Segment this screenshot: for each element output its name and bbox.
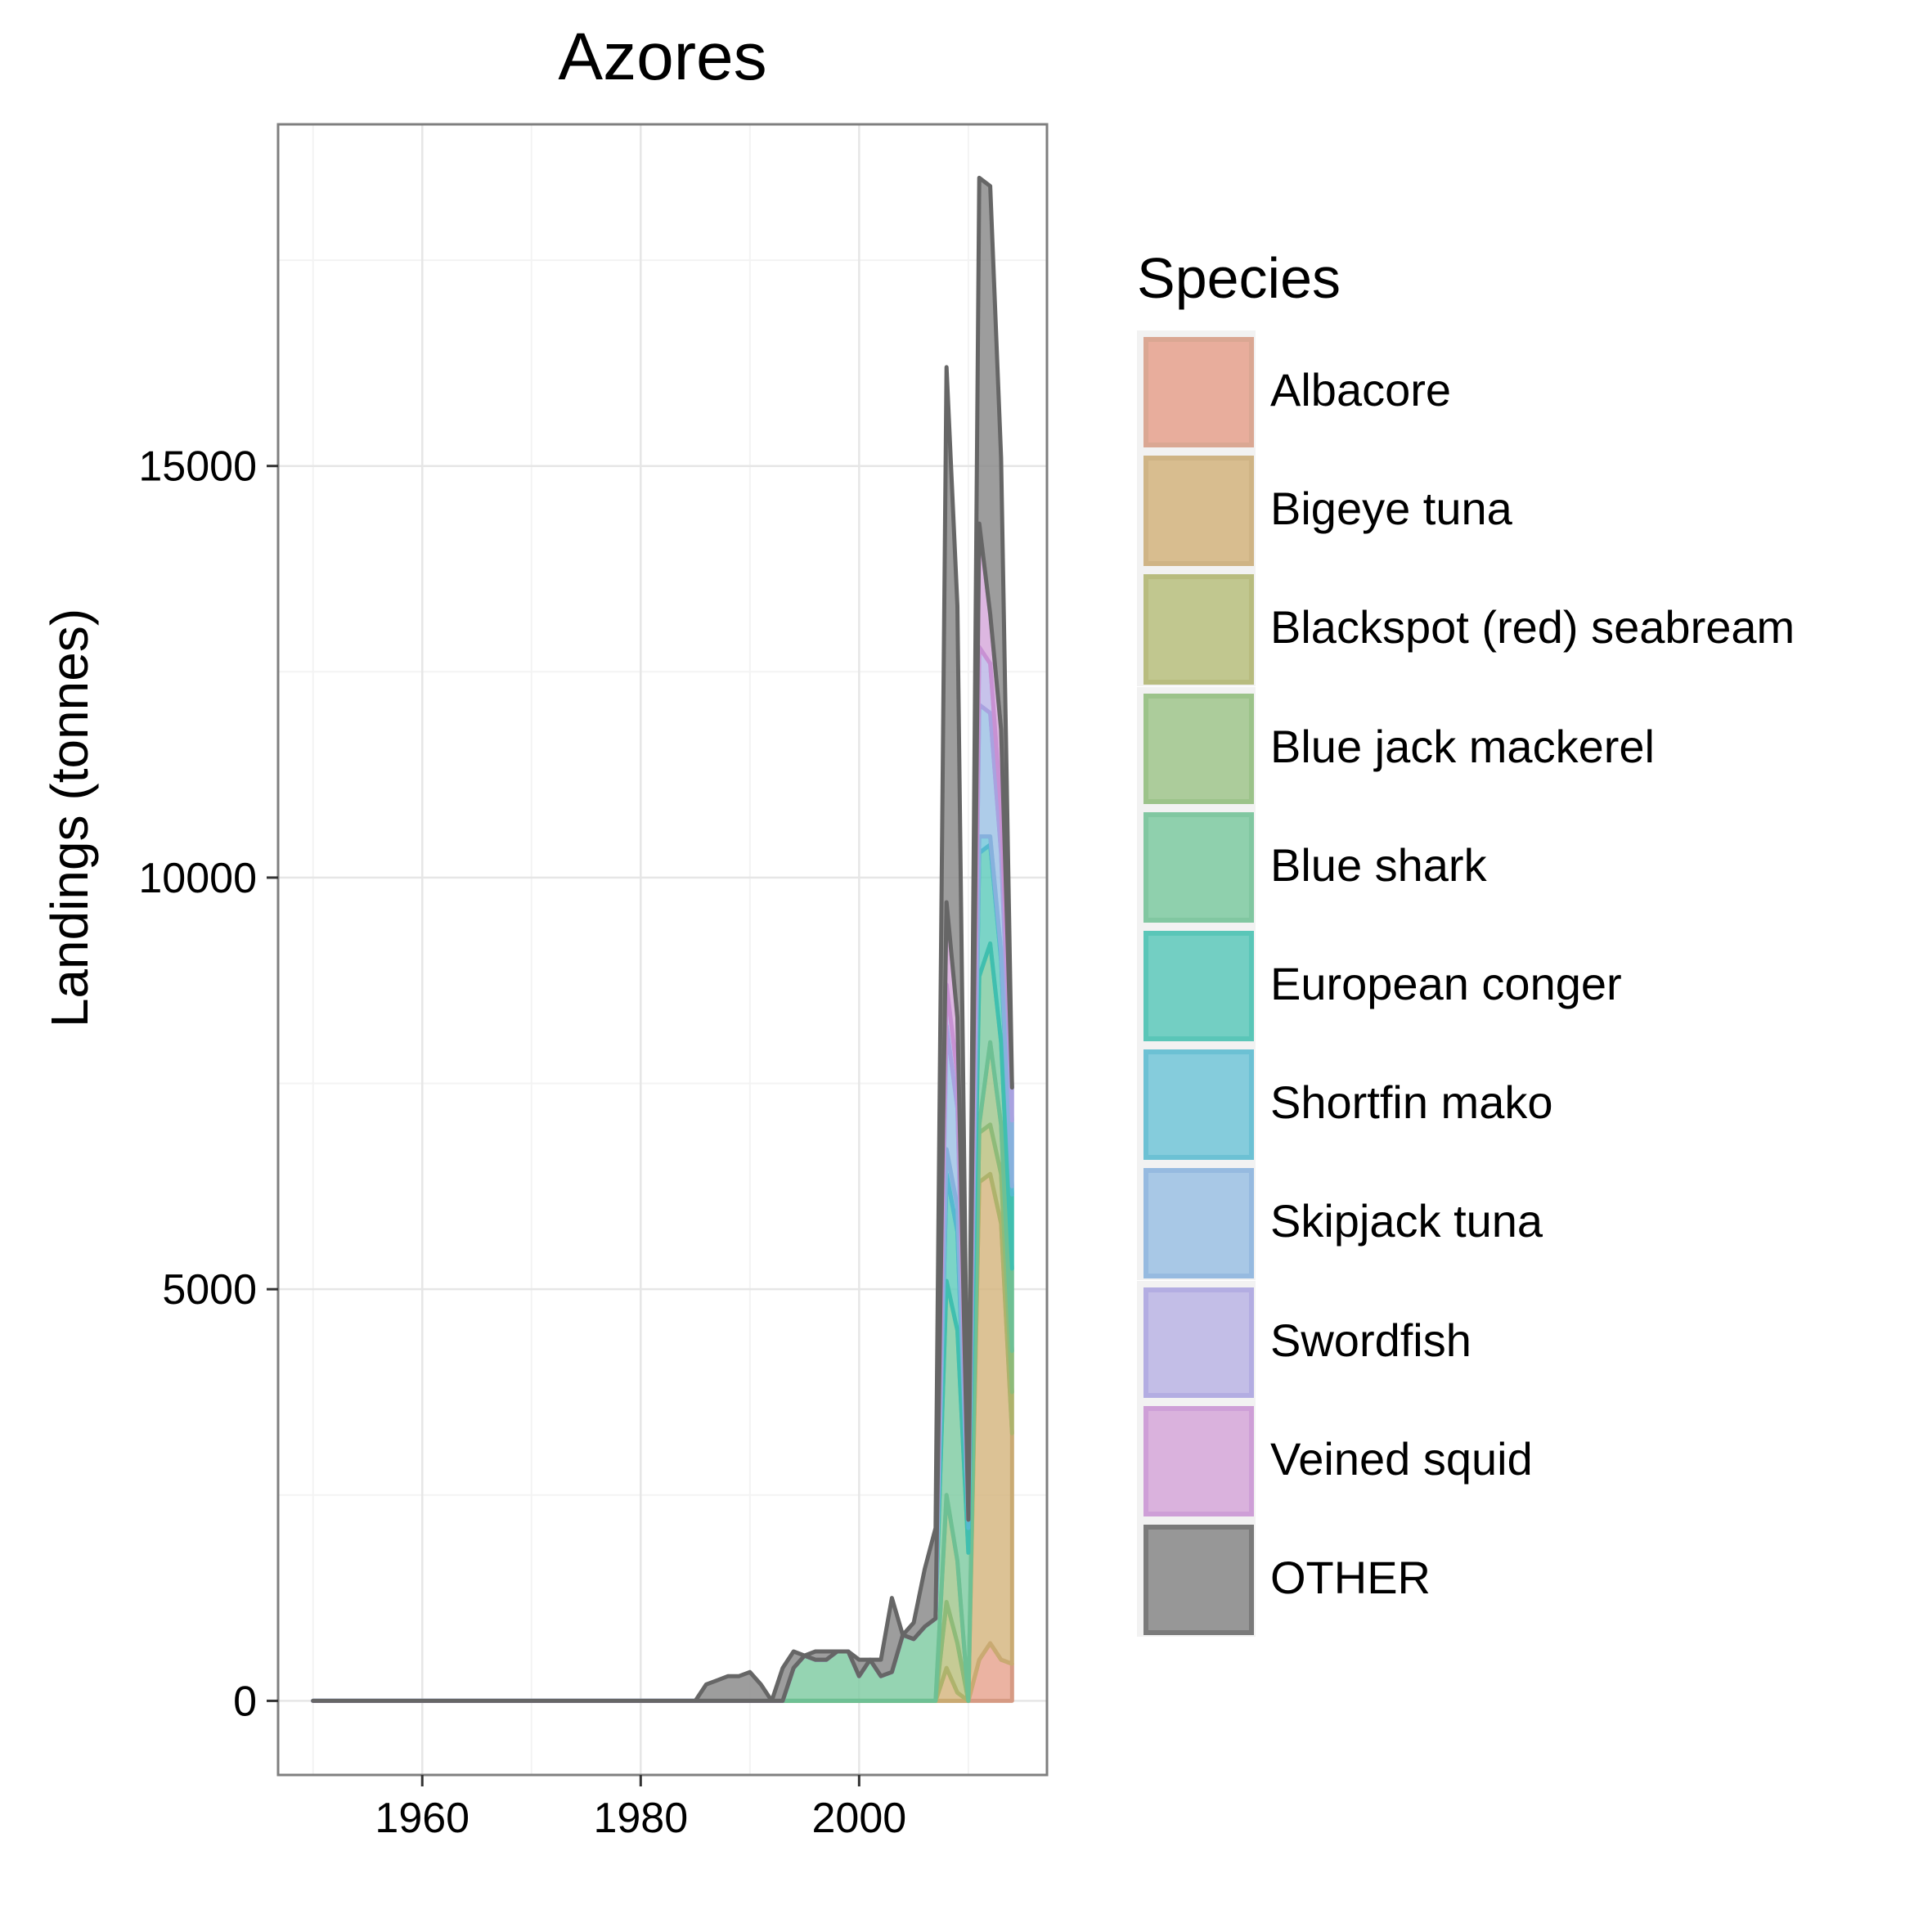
y-tick-label: 0 bbox=[233, 1678, 257, 1725]
y-tick-label: 5000 bbox=[162, 1266, 257, 1314]
area-series-group bbox=[311, 175, 1014, 1703]
legend-key bbox=[1137, 1517, 1256, 1637]
x-tick-label: 2000 bbox=[811, 1795, 906, 1842]
legend-label: Swordfish bbox=[1270, 1314, 1471, 1366]
major-grid bbox=[278, 124, 1047, 1775]
legend-swatch bbox=[1143, 1287, 1254, 1398]
legend-label: European conger bbox=[1270, 957, 1622, 1009]
legend-swatch bbox=[1143, 930, 1254, 1041]
legend-key bbox=[1137, 1280, 1256, 1400]
legend-swatch bbox=[1143, 337, 1254, 447]
legend-label: Bigeye tuna bbox=[1270, 483, 1512, 535]
legend-key bbox=[1137, 330, 1256, 449]
legend-swatch bbox=[1143, 1168, 1254, 1279]
plot-border bbox=[276, 123, 1049, 1777]
legend-label: Blackspot (red) seabream bbox=[1270, 601, 1795, 654]
legend-key bbox=[1137, 1043, 1256, 1162]
legend-key bbox=[1137, 923, 1256, 1043]
legend-swatch bbox=[1143, 574, 1254, 685]
legend-swatch bbox=[1143, 1049, 1254, 1161]
legend-label: OTHER bbox=[1270, 1551, 1431, 1603]
legend-label: Veined squid bbox=[1270, 1432, 1533, 1485]
legend-label: Albacore bbox=[1270, 364, 1452, 416]
legend-swatch bbox=[1143, 1405, 1254, 1516]
x-tick-label: 1960 bbox=[375, 1795, 470, 1842]
legend-key bbox=[1137, 449, 1256, 568]
legend-key bbox=[1137, 1399, 1256, 1518]
legend-label: Skipjack tuna bbox=[1270, 1195, 1543, 1247]
legend-swatch bbox=[1143, 811, 1254, 923]
legend-title: Species bbox=[1137, 246, 1341, 310]
legend-swatch bbox=[1143, 456, 1254, 567]
area-other bbox=[311, 175, 1014, 1703]
legend-key bbox=[1137, 1161, 1256, 1281]
plot-panel bbox=[278, 124, 1047, 1775]
legend-key bbox=[1137, 568, 1256, 687]
x-tick-label: 1980 bbox=[593, 1795, 688, 1842]
chart-title: Azores bbox=[558, 20, 767, 94]
minor-grid bbox=[278, 124, 1047, 1775]
y-tick-label: 10000 bbox=[138, 855, 257, 902]
legend-key bbox=[1137, 805, 1256, 924]
legend-label: Blue jack mackerel bbox=[1270, 720, 1655, 772]
y-tick-label: 15000 bbox=[138, 443, 257, 491]
legend-swatch bbox=[1143, 1524, 1254, 1635]
legend-label: Shortfin mako bbox=[1270, 1076, 1553, 1129]
legend-swatch bbox=[1143, 693, 1254, 804]
legend-key bbox=[1137, 686, 1256, 806]
legend-label: Blue shark bbox=[1270, 838, 1487, 891]
